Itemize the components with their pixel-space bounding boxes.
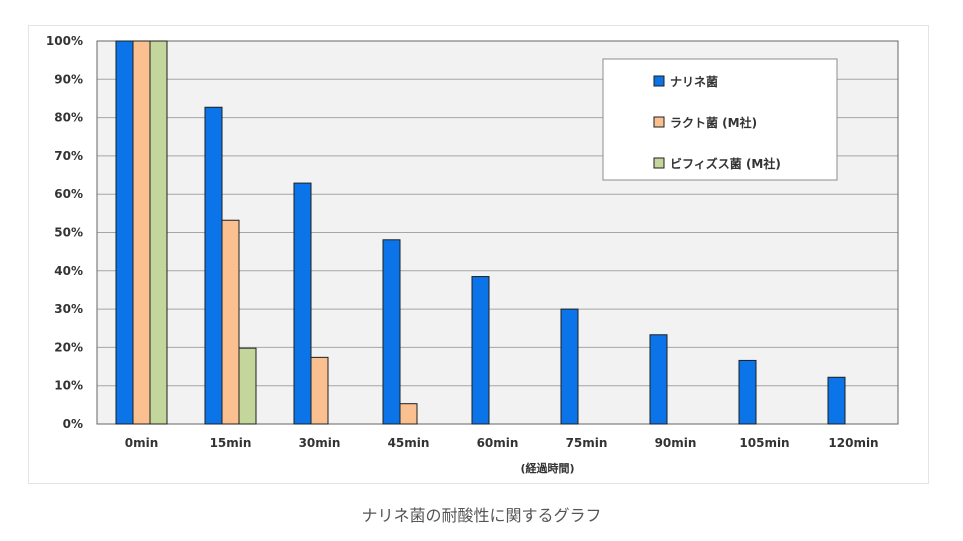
bar: [310, 356, 329, 425]
bar: [649, 334, 668, 425]
x-tick-label: 75min: [566, 436, 608, 450]
y-tick-label: 30%: [54, 302, 83, 316]
y-tick-label: 40%: [54, 264, 83, 278]
x-tick-label: 90min: [655, 436, 697, 450]
bar: [827, 376, 846, 425]
bar: [560, 308, 579, 425]
bar: [221, 219, 240, 425]
legend-label: ナリネ菌: [670, 74, 718, 89]
y-tick-label: 50%: [54, 226, 83, 240]
legend-swatch: [653, 116, 665, 128]
bar: [738, 359, 757, 425]
legend-swatch: [653, 75, 665, 87]
bar: [132, 40, 151, 425]
y-tick-label: 10%: [54, 379, 83, 393]
legend-label: ビフィズス菌 (M社): [670, 156, 781, 171]
legend-swatch: [653, 157, 665, 169]
y-tick-label: 0%: [63, 417, 83, 431]
bar: [293, 182, 312, 425]
x-axis-title: (経過時間): [520, 461, 574, 475]
x-tick-label: 120min: [828, 436, 878, 450]
bar: [204, 106, 223, 425]
x-tick-label: 30min: [299, 436, 341, 450]
x-tick-label: 60min: [477, 436, 519, 450]
bar: [399, 403, 418, 425]
x-tick-label: 105min: [739, 436, 789, 450]
y-tick-label: 60%: [54, 187, 83, 201]
bar: [115, 40, 134, 425]
bar: [238, 347, 257, 425]
bar: [149, 40, 168, 425]
x-tick-label: 45min: [388, 436, 430, 450]
chart-frame: 0% 10% 20% 30% 40% 50% 60% 70% 80% 90% 100% 0min 15m…: [28, 25, 929, 484]
chart-caption: ナリネ菌の耐酸性に関するグラフ: [361, 506, 602, 525]
y-tick-label: 100%: [46, 34, 83, 48]
bar: [382, 239, 401, 425]
legend-label: ラクト菌 (M社): [670, 115, 757, 130]
bar-chart: 0% 10% 20% 30% 40% 50% 60% 70% 80% 90% 100% 0min 15m…: [46, 34, 899, 475]
y-tick-label: 70%: [54, 149, 83, 163]
x-tick-label: 0min: [125, 436, 159, 450]
y-tick-label: 90%: [54, 72, 83, 86]
plot-border: [96, 40, 899, 425]
x-tick-label: 15min: [210, 436, 252, 450]
legend-box: [602, 58, 838, 181]
bar: [471, 276, 490, 425]
y-tick-label: 80%: [54, 111, 83, 125]
y-tick-label: 20%: [54, 340, 83, 354]
